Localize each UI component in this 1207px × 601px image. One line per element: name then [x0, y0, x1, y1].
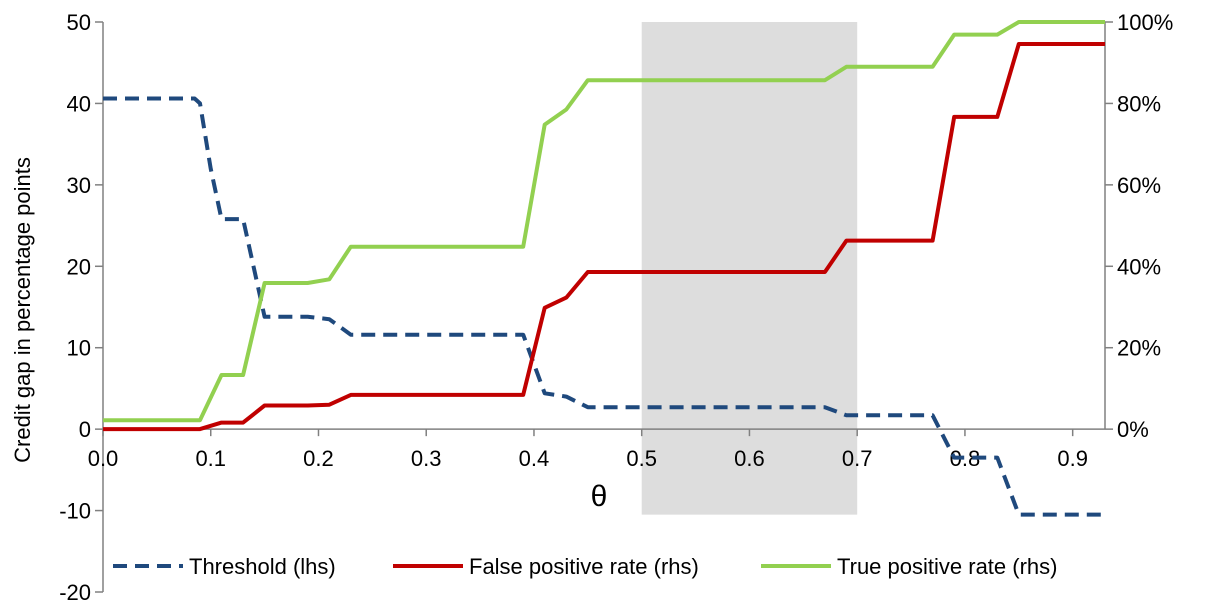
legend-label-0: Threshold (lhs) [189, 554, 336, 579]
x-tick-label: 0.9 [1057, 446, 1088, 471]
x-tick-label: 0.2 [303, 446, 334, 471]
legend-label-1: False positive rate (rhs) [469, 554, 699, 579]
right-y-tick-label: 80% [1117, 91, 1161, 116]
x-tick-label: 0.0 [88, 446, 119, 471]
left-y-tick-label: 30 [67, 173, 91, 198]
right-y-tick-label: 20% [1117, 336, 1161, 361]
series-line-0 [103, 96, 1105, 517]
x-tick-label: 0.5 [626, 446, 657, 471]
left-y-tick-label: 50 [67, 10, 91, 35]
left-y-tick-label: 20 [67, 254, 91, 279]
left-y-tick-label: -20 [59, 580, 91, 601]
x-tick-label: 0.7 [842, 446, 873, 471]
shaded-region [641, 22, 858, 515]
series-lines [103, 20, 1105, 517]
right-y-tick-label: 60% [1117, 173, 1161, 198]
right-y-tick-label: 40% [1117, 254, 1161, 279]
x-tick-label: 0.6 [734, 446, 765, 471]
right-y-tick-label: 100% [1117, 10, 1173, 35]
left-y-tick-label: 10 [67, 336, 91, 361]
right-y-tick-label: 0% [1117, 417, 1149, 442]
series-line-1 [103, 42, 1105, 432]
axes [102, 22, 1106, 592]
y-axis-label: Credit gap in percentage points [10, 157, 35, 463]
ticks: -20 -10 0 10 20 30 40 50 0% 20% 40% 60% 80% 100% 0.0 0.… [59, 10, 1173, 601]
x-tick-label: 0.3 [411, 446, 442, 471]
left-y-tick-label: 40 [67, 91, 91, 116]
x-axis-label: θ [591, 480, 608, 513]
x-tick-label: 0.4 [519, 446, 550, 471]
shaded-region-layer [641, 22, 858, 515]
left-y-tick-label: 0 [79, 417, 91, 442]
legend: Threshold (lhs) False positive rate (rhs)… [113, 554, 1057, 579]
x-tick-label: 0.1 [195, 446, 226, 471]
left-y-tick-label: -10 [59, 499, 91, 524]
legend-label-2: True positive rate (rhs) [837, 554, 1057, 579]
series-line-2 [103, 20, 1105, 423]
